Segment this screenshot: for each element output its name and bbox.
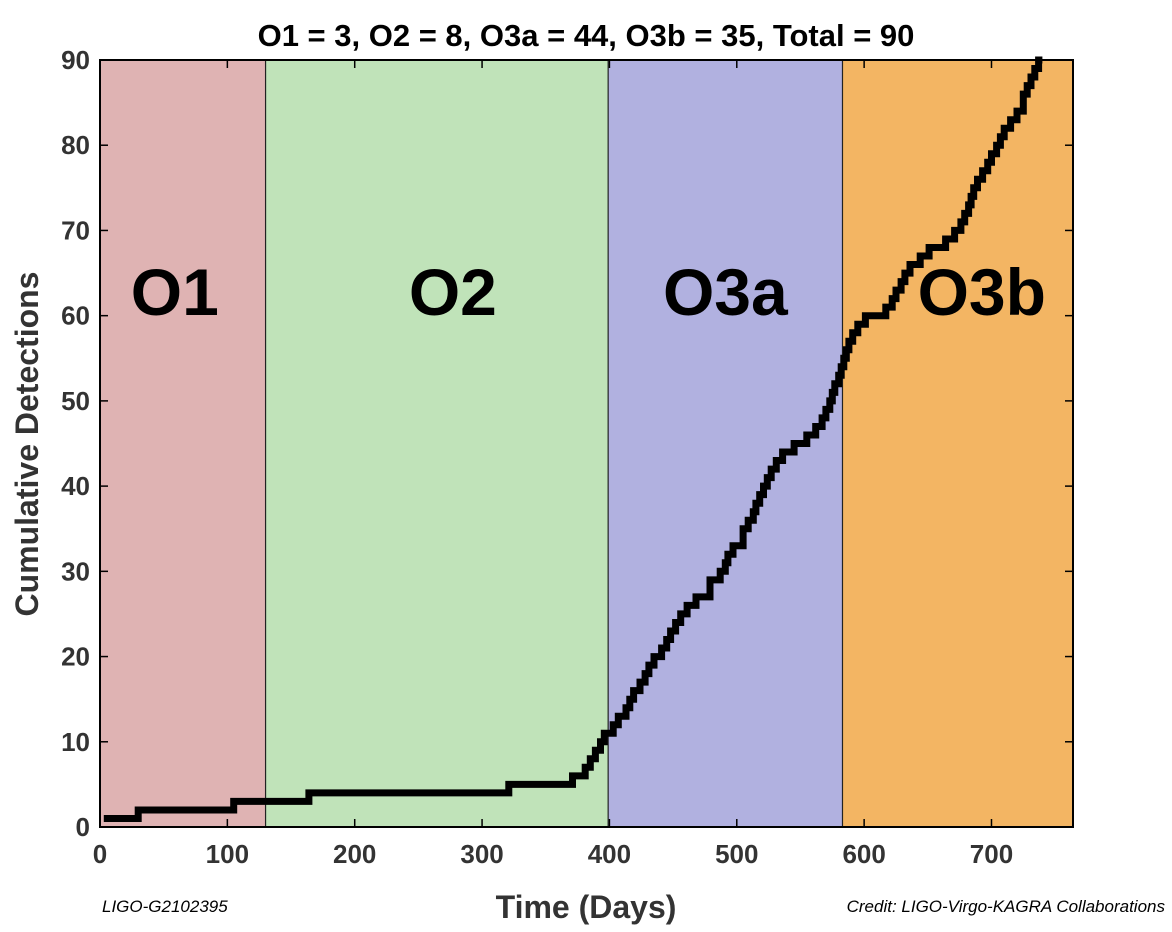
run-label-o1: O1 [131,255,219,329]
run-label-o3b: O3b [918,255,1046,329]
x-axis-label: Time (Days) [496,889,677,925]
x-axis-ticks: 0 100 200 300 400 500 600 700 [93,60,1013,869]
run-band-o3b [842,60,1073,827]
y-tick-label-80: 80 [61,130,90,160]
run-band-o1 [100,60,266,827]
x-tick-label-600: 600 [842,839,885,869]
y-tick-label-30: 30 [61,556,90,586]
y-axis-ticks: 0 10 20 30 40 50 60 70 80 90 [61,45,1073,842]
x-tick-label-400: 400 [588,839,631,869]
y-tick-label-60: 60 [61,301,90,331]
x-tick-label-700: 700 [970,839,1013,869]
y-tick-label-0: 0 [76,812,90,842]
observing-run-labels: O1 O2 O3a O3b [131,255,1046,329]
x-tick-label-100: 100 [206,839,249,869]
y-tick-label-90: 90 [61,45,90,75]
y-tick-label-70: 70 [61,215,90,245]
series-line-cumulative-detections [103,56,1043,822]
y-tick-label-20: 20 [61,642,90,672]
y-axis-label: Cumulative Detections [9,272,45,617]
document-id-note: LIGO-G2102395 [102,897,228,916]
plot-frame [99,59,1074,828]
credit-note: Credit: LIGO-Virgo-KAGRA Collaborations [847,897,1166,916]
chart-title: O1 = 3, O2 = 8, O3a = 44, O3b = 35, Tota… [258,18,915,53]
x-tick-label-200: 200 [333,839,376,869]
observing-run-bands [100,60,1073,827]
series-layer [103,56,1043,822]
y-tick-label-10: 10 [61,727,90,757]
x-tick-label-0: 0 [93,839,107,869]
run-label-o3a: O3a [663,255,789,329]
y-tick-label-40: 40 [61,471,90,501]
run-label-o2: O2 [409,255,497,329]
x-tick-label-500: 500 [715,839,758,869]
y-tick-label-50: 50 [61,386,90,416]
x-tick-label-300: 300 [460,839,503,869]
run-band-o2 [265,60,609,827]
